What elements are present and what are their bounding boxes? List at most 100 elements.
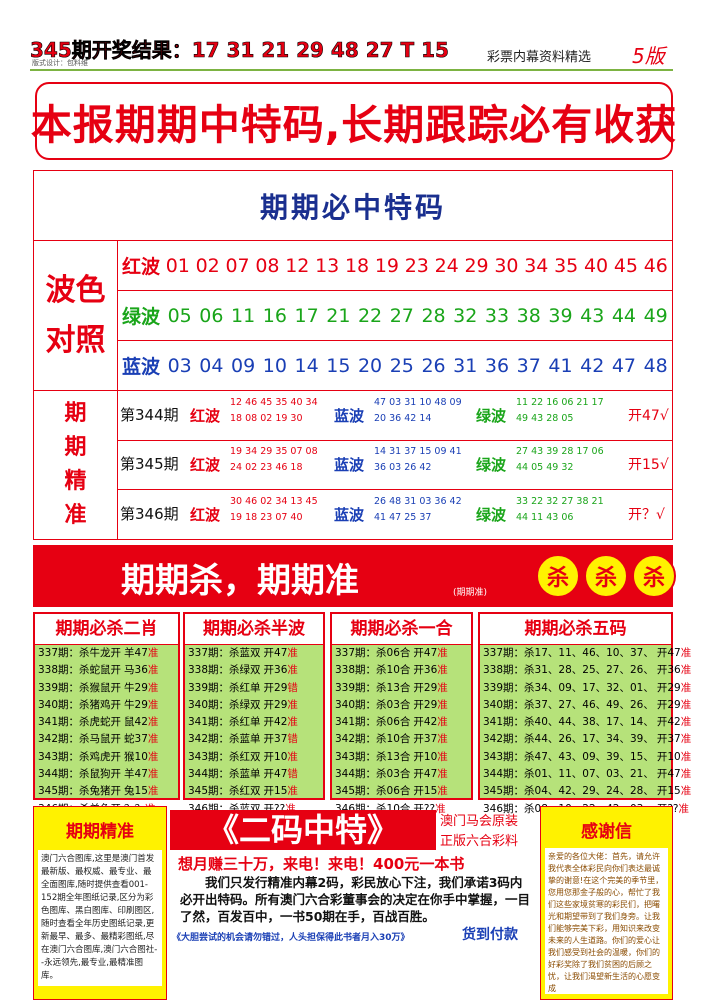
row-result: 开15	[413, 785, 438, 798]
wave-number: 09	[231, 354, 256, 377]
row-kill: 340期：杀03合	[335, 698, 411, 711]
row-result: 开29	[413, 681, 438, 694]
header-rule	[30, 69, 673, 71]
row-kill: 340期：杀猪鸡开	[38, 698, 122, 711]
draw-numbers: 44 05 49 32	[516, 462, 574, 474]
row-kill: 340期：杀37、27、46、49、26、	[483, 698, 654, 711]
row-kill: 338期：杀10合	[335, 664, 411, 677]
box-row: 343期：杀红双 开10准	[185, 749, 323, 766]
row-result: 牛29	[124, 681, 148, 694]
badge: 杀	[536, 554, 580, 598]
wave-number: 12	[285, 254, 310, 277]
row-result: 开47	[263, 768, 288, 781]
right-text: 亲爱的各位大佬：首先，请允许我代表全体彩民向你们表达最诚挚的谢意!在这个完美的季…	[545, 848, 668, 994]
wave-number: 34	[524, 254, 549, 277]
draw-numbers: 19 34 29 35 07 08	[230, 446, 318, 458]
wave-number: 33	[484, 304, 510, 327]
row-verdict: 准	[287, 664, 298, 677]
draw-numbers: 20 36 42 14	[374, 413, 432, 424]
row-verdict: 准	[287, 647, 298, 659]
row-result: 开36	[413, 664, 438, 677]
pay: 货到付款	[462, 927, 518, 943]
draw-numbers: 14 31 37 15 09 41	[374, 446, 462, 458]
wave-number: 42	[580, 354, 605, 377]
book-text: 我们只发行精准内幕2码，彩民放心下注，我们承诺3码内必开出特码。所有澳门六合彩董…	[180, 875, 531, 924]
row-kill: 338期：杀蛇鼠开	[38, 664, 122, 677]
wave-name: 绿波	[122, 306, 161, 328]
row-verdict: 准	[287, 716, 298, 729]
wave-number: 14	[294, 354, 319, 377]
special-title: 期期必中特码	[34, 171, 672, 241]
row-result: 开42	[263, 716, 288, 729]
box-row: 342期：杀蓝单 开37错	[185, 731, 323, 748]
wave-label-line: 波色	[45, 272, 106, 308]
wave-number: 22	[357, 304, 383, 327]
box-title: 期期必杀一合	[332, 614, 471, 645]
row-verdict: 准	[680, 664, 692, 677]
wave-number: 03	[167, 354, 192, 377]
wave-number: 17	[294, 304, 319, 327]
row-result: 羊47	[124, 647, 148, 659]
box-row: 342期：杀马鼠开 蛇37准	[35, 731, 178, 748]
kill-title: 期期杀，期期准	[121, 561, 359, 601]
wave-name: 红波	[122, 256, 161, 278]
box-row: 345期：杀06合 开15准	[332, 783, 471, 800]
wave-number: 29	[464, 254, 489, 277]
box-row: 338期：杀31、28、25、27、26、 开36准	[480, 662, 691, 679]
wave-number: 40	[583, 254, 609, 277]
row-result: 开29	[656, 698, 681, 711]
box-row: 343期：杀13合 开10准	[332, 749, 471, 766]
row-verdict: 准	[287, 785, 298, 798]
issue: 第346期	[120, 504, 179, 523]
wave-label: 波色 对照	[34, 241, 118, 391]
wave-tag: 红波	[190, 456, 221, 475]
result-numbers: 17 31 21 29 48 27 T 15	[191, 38, 449, 63]
box-row: 345期：杀红双 开15准	[185, 783, 323, 800]
box-row: 345期：杀04、42、29、24、28、 开15准	[480, 783, 691, 800]
row-verdict: 准	[680, 733, 692, 746]
row-kill: 342期：杀44、26、17、34、39、	[483, 733, 654, 746]
box-row: 341期：杀40、44、38、17、14、 开42准	[480, 714, 691, 731]
row-verdict: 准	[680, 647, 692, 659]
wave-number: 48	[643, 354, 668, 377]
wave-tag: 绿波	[476, 407, 507, 425]
row-verdict: 准	[680, 768, 692, 781]
wave-number: 11	[231, 304, 256, 327]
wave-number: 43	[580, 304, 605, 327]
box-row: 337期：杀06合 开47准	[332, 645, 471, 662]
result: 开15√	[628, 457, 669, 474]
wave-number: 24	[434, 254, 459, 277]
row-kill: 337期：杀06合	[335, 647, 411, 659]
draw-numbers: 26 48 31 03 36 42	[374, 495, 462, 507]
wave-number: 06	[199, 304, 224, 327]
row-kill: 345期：杀兔猪开	[38, 785, 122, 798]
wave-number: 28	[421, 304, 446, 327]
row-kill: 345期：杀04、42、29、24、28、	[483, 785, 654, 798]
box-row: 340期：杀猪鸡开 牛29准	[35, 697, 178, 714]
wave-number: 39	[548, 304, 573, 327]
page-number: 5版	[632, 44, 665, 68]
row-result: 开10	[413, 750, 438, 763]
draw-numbers: 11 22 16 06 21 17	[516, 397, 604, 408]
row-kill: 343期：杀13合	[335, 750, 411, 763]
banner: 本报期期中特码,长期跟踪必有收获	[31, 82, 676, 160]
row-kill: 342期：杀马鼠开	[38, 733, 122, 746]
issue: 第345期	[120, 455, 179, 474]
row-result: 开47	[656, 768, 681, 781]
accuracy-char: 期	[64, 435, 87, 460]
box-row: 337期：杀17、11、46、10、37、 开47准	[480, 645, 691, 662]
row-result: 兔15	[124, 785, 148, 798]
draw-numbers: 41 47 25 37	[374, 511, 432, 523]
badges: 杀杀杀	[536, 554, 676, 598]
box-title: 期期必杀二肖	[35, 614, 178, 645]
wave-tag: 蓝波	[334, 456, 365, 475]
result-label: 345期开奖结果：	[30, 38, 192, 63]
wave-number: 27	[389, 304, 414, 327]
badge: 杀	[632, 554, 676, 598]
book-tag: 澳门马会原装	[440, 814, 519, 829]
row-result: 开36	[656, 664, 681, 677]
wave-number: 32	[453, 304, 478, 327]
result: 开？√	[628, 506, 665, 523]
box-row: 345期：杀兔猪开 兔15准	[35, 783, 178, 800]
row-result: 蛇37	[124, 733, 148, 746]
